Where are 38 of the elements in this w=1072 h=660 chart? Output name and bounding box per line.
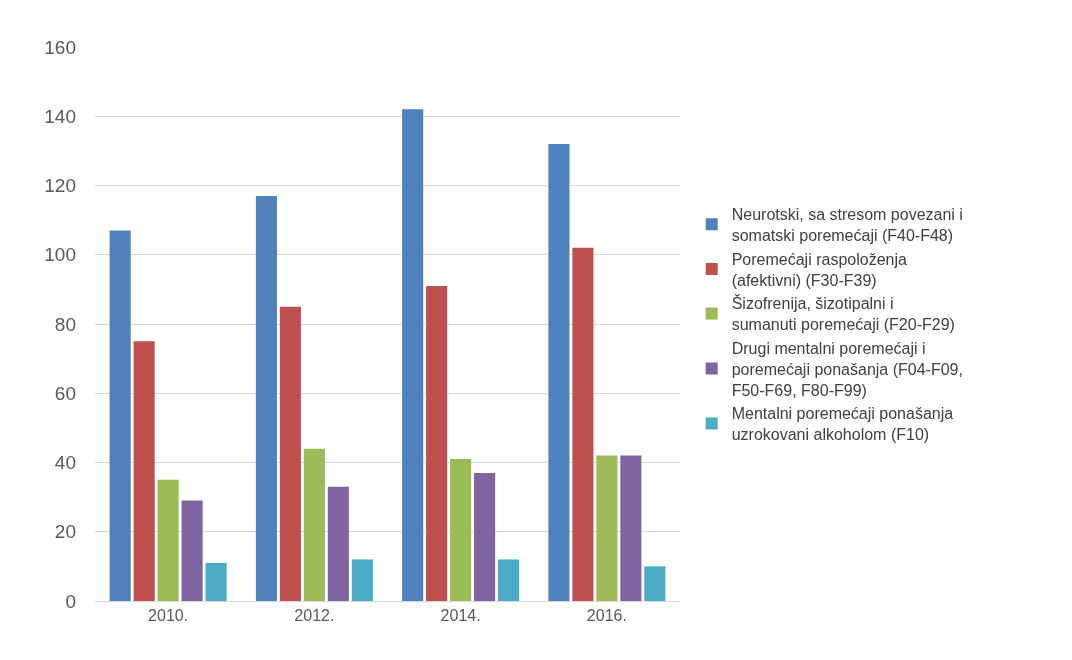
bar [620,455,642,601]
bar [351,559,373,601]
legend-label: Poremećaji raspoloženja (afektivni) (F30-F39) [731,250,907,289]
bar [279,306,301,601]
bar [644,566,666,601]
bar [181,500,203,601]
bar [157,479,179,601]
legend-label: Neurotski, sa stresom povezani i somatski poremećaji (F40-F48) [731,206,963,244]
x-tick-label: 2010. [148,607,189,625]
y-tick-label: 160 [44,36,76,58]
bar [572,247,594,601]
y-tick-label: 20 [54,521,76,543]
x-tick-label: 2016. [586,607,627,625]
y-tick-label: 40 [54,452,76,474]
bar [474,472,496,601]
x-tick-label: 2012. [294,607,335,625]
bar [450,459,472,601]
y-tick-label: 100 [44,244,76,266]
y-tick-label: 0 [65,590,76,612]
legend-label: Šizofrenija, šizotipalni i sumanuti poremećaji (F20-F29) [731,294,955,334]
bar [426,285,448,601]
legend-label: Mentalni poremećaji ponašanja uzrokovani alkoholom (F10) [731,405,954,444]
bar [498,559,520,601]
x-tick-label: 2014. [440,607,481,625]
y-tick-label: 60 [54,382,76,404]
bar [205,562,227,601]
y-tick-label: 120 [44,175,76,197]
bar [303,448,325,601]
y-tick-label: 80 [54,313,76,335]
y-tick-label: 140 [44,105,76,127]
bar [548,143,570,601]
legend-label: Drugi mentalni poremećaji i poremećaji ponašanja (F04-F09, F50-F69, F80-F99) [731,339,963,399]
bar [402,109,424,601]
bar [109,230,131,601]
bar [596,455,618,601]
bar [133,341,155,601]
bar [327,486,349,601]
bar [255,195,277,601]
